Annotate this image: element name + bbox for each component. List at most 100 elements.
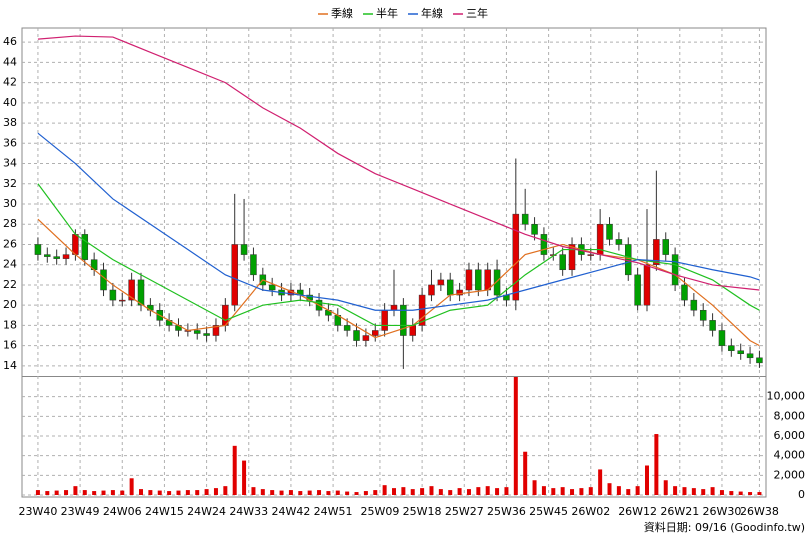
volume-bar	[129, 478, 134, 495]
volume-bar	[363, 491, 368, 495]
volume-bar	[560, 487, 565, 495]
volume-bar	[307, 490, 312, 495]
volume-bar	[691, 488, 696, 495]
moving-average-line	[37, 183, 760, 327]
candle-body	[343, 325, 351, 331]
candle-body	[456, 289, 463, 296]
moving-average-line	[37, 35, 760, 291]
candle-body	[203, 333, 210, 336]
volume-bar	[176, 490, 181, 495]
candle-body	[568, 244, 576, 271]
y-tick-label: 22	[3, 278, 17, 291]
candle-body	[34, 244, 42, 255]
volume-bar	[710, 487, 715, 495]
volume-bar	[92, 491, 97, 495]
y-tick-label: 40	[3, 96, 17, 109]
candle-body	[390, 304, 398, 311]
volume-bar	[541, 486, 546, 495]
volume-bar	[738, 491, 743, 495]
volume-bar	[204, 489, 209, 495]
candle-body	[606, 223, 613, 240]
y-tick-label: 38	[3, 116, 17, 129]
candle-body	[362, 335, 370, 341]
candle-body	[62, 254, 70, 259]
candle-body	[737, 350, 744, 354]
x-tick-label: 24W24	[187, 505, 226, 518]
y-tick-label: 16	[3, 339, 17, 352]
y-tick-label: 44	[3, 55, 17, 68]
candle-body	[681, 284, 688, 301]
candle-body	[400, 304, 407, 336]
candle-body	[484, 269, 491, 291]
candle-body	[137, 279, 145, 306]
volume-bar	[317, 490, 322, 495]
candle-body	[728, 345, 735, 351]
volume-bar	[579, 488, 584, 495]
volume-bar	[654, 434, 659, 495]
volume-tick-label: 8,000	[774, 409, 806, 422]
volume-bar	[82, 490, 87, 495]
x-tick-label: 24W51	[314, 505, 353, 518]
candle-body	[53, 256, 60, 259]
volume-bar	[35, 490, 40, 495]
volume-bar	[120, 490, 125, 495]
candle-body	[193, 330, 201, 334]
legend-label: 三年	[466, 6, 488, 20]
candle-body	[81, 234, 89, 260]
volume-tick-label: 6,000	[774, 429, 806, 442]
candle-body	[44, 254, 51, 257]
volume-bar	[288, 490, 293, 495]
volume-bar	[616, 486, 621, 495]
candle-body	[72, 234, 79, 255]
volume-bar	[345, 491, 350, 495]
x-tick-label: 24W06	[103, 505, 142, 518]
volume-bar	[110, 490, 115, 495]
candle-body	[268, 284, 276, 291]
candle-body	[643, 264, 651, 306]
candle-body	[428, 284, 435, 296]
y-tick-label: 34	[3, 157, 17, 170]
candle-body	[381, 309, 388, 331]
candle-body	[372, 330, 379, 336]
volume-tick-label: 10,000	[767, 390, 806, 403]
x-tick-label: 25W36	[487, 505, 526, 518]
volume-bar	[139, 489, 144, 495]
x-tick-label: 26W12	[618, 505, 657, 518]
volume-bar	[570, 489, 575, 495]
y-tick-label: 46	[3, 35, 17, 48]
legend-label: 半年	[376, 6, 398, 20]
candle-body	[409, 325, 416, 336]
volume-bar	[485, 486, 490, 495]
volume-bar	[635, 486, 640, 495]
volume-bar	[373, 490, 378, 495]
volume-bar	[157, 490, 162, 495]
candle-body	[250, 254, 257, 276]
volume-bar	[466, 489, 471, 495]
volume-bar	[101, 490, 106, 495]
volume-bar	[438, 489, 443, 495]
candle-body	[437, 279, 445, 286]
candle-body	[475, 269, 482, 291]
legend-label: 年線	[421, 6, 443, 20]
x-tick-label: 26W30	[703, 505, 742, 518]
volume-bar	[335, 490, 340, 495]
volume-bar	[673, 486, 678, 495]
volume-tick-label: 0	[798, 488, 805, 501]
x-tick-label: 25W27	[445, 505, 484, 518]
y-tick-label: 30	[3, 197, 17, 210]
volume-bar	[476, 487, 481, 495]
volume-bar	[757, 492, 762, 495]
y-tick-label: 28	[3, 217, 17, 230]
candle-body	[587, 254, 595, 256]
candle-body	[231, 244, 238, 306]
x-tick-label: 25W09	[361, 505, 400, 518]
volume-bar	[682, 487, 687, 495]
x-tick-label: 25W18	[403, 505, 442, 518]
candle-body	[240, 244, 248, 255]
volume-bar	[701, 489, 706, 495]
volume-bar	[663, 480, 668, 495]
volume-tick-label: 2,000	[774, 468, 806, 481]
moving-average-line	[37, 132, 760, 311]
x-tick-label: 24W42	[271, 505, 310, 518]
